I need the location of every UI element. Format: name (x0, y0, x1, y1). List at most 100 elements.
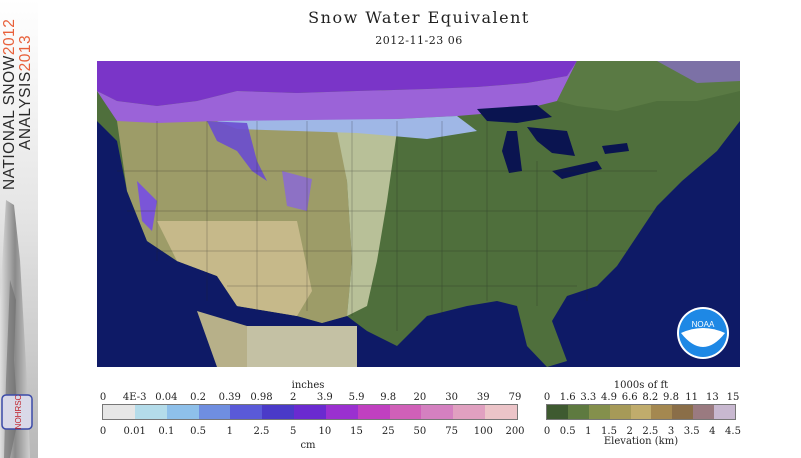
swe-swatch (166, 405, 199, 419)
swe-bottom-tick: 5 (289, 426, 297, 437)
elevation-top-tick: 11 (685, 392, 699, 403)
swe-swatch (389, 405, 422, 419)
swe-swatch (485, 405, 517, 419)
desert-southwest (157, 221, 312, 316)
sidebar-line-1: NATIONAL SNOW2012 (1, 18, 18, 190)
swe-swatch (325, 405, 358, 419)
elevation-bottom-tick: 2.5 (642, 426, 659, 437)
swe-bottom-tick: 0.1 (158, 426, 175, 437)
noaa-logo: NOAA (677, 307, 729, 359)
elevation-bottom-tick: 1 (585, 426, 592, 437)
elevation-bottom-tick: 3.5 (683, 426, 700, 437)
rockies-snow (207, 121, 267, 181)
elevation-top-tick: 3.3 (580, 392, 597, 403)
swe-top-tick: 79 (508, 392, 522, 403)
elevation-swatch (630, 405, 652, 419)
swe-top-tick: 0.04 (155, 392, 178, 403)
swe-bottom-tick: 10 (318, 426, 332, 437)
sidebar-graphic: NOHRSC (0, 0, 38, 458)
sidebar-line-2: ANALYSIS2013 (17, 34, 34, 150)
elevation-top-tick: 0 (543, 392, 551, 403)
swe-top-tick: 0.39 (218, 392, 241, 403)
elevation-top-tick: 8.2 (642, 392, 659, 403)
map-timestamp: 2012-11-23 06 (375, 34, 463, 47)
elevation-bottom-tick: 1.5 (601, 426, 617, 437)
swe-top-tick: 39 (476, 392, 490, 403)
swe-top-tick: 0.98 (250, 392, 273, 403)
swe-bottom-tick: 25 (381, 426, 395, 437)
elevation-top-tick: 13 (705, 392, 719, 403)
sierra-snow (137, 181, 157, 231)
sidebar-branding: NOHRSC NATIONAL SNOW2012 ANALYSIS2013 (0, 0, 38, 458)
swe-top-tick: 3.9 (316, 392, 333, 403)
elevation-swatch (693, 405, 715, 419)
swe-top-tick: 9.8 (380, 392, 397, 403)
swe-unit-cm: cm (300, 440, 316, 451)
swe-top-tick: 30 (445, 392, 458, 403)
state-borders (117, 121, 657, 331)
elevation-swatch (547, 405, 568, 419)
elevation-top-tick: 1.6 (559, 392, 576, 403)
elevation-swatch (588, 405, 610, 419)
swe-swatch (357, 405, 390, 419)
snow-light-band (217, 116, 477, 139)
swe-color-scale (102, 404, 518, 420)
svg-text:NOAA: NOAA (692, 320, 715, 329)
elevation-swatch (714, 405, 736, 419)
svg-text:NOHRSC: NOHRSC (14, 394, 23, 429)
swe-swatch (262, 405, 295, 419)
swe-swatch (198, 405, 231, 419)
swe-top-tick: 0 (99, 392, 107, 403)
elevation-bottom-tick: 0.5 (559, 426, 576, 437)
canada-snow-deep (97, 61, 577, 106)
swe-bottom-tick: 75 (445, 426, 458, 437)
elevation-color-scale (546, 404, 736, 420)
swe-top-tick: 5.9 (348, 392, 365, 403)
elevation-unit-km: Elevation (km) (603, 436, 679, 447)
swe-bottom-tick: 0 (99, 426, 107, 437)
canada-snow (97, 61, 577, 123)
elevation-bottom-tick: 4.5 (725, 426, 741, 437)
swe-unit-inches: inches (291, 380, 325, 391)
swe-swatch (230, 405, 263, 419)
swe-bottom-tick: 50 (413, 426, 427, 437)
swe-top-tick: 2 (289, 392, 297, 403)
elevation-swatch (609, 405, 631, 419)
swe-swatch (453, 405, 486, 419)
swe-top-tick: 20 (413, 392, 427, 403)
elevation-bottom-tick: 0 (543, 426, 551, 437)
colorado-snow (282, 171, 312, 211)
mexico-region (247, 326, 357, 367)
swe-swatch (294, 405, 326, 419)
swe-bottom-tick: 0.01 (123, 426, 146, 437)
elevation-swatch (672, 405, 694, 419)
nohrsc-logo (1, 394, 33, 430)
baja-region (197, 311, 247, 367)
elevation-unit-ft: 1000s of ft (613, 380, 669, 391)
elevation-top-tick: 9.8 (663, 392, 679, 403)
swe-bottom-tick: 1 (226, 426, 233, 437)
great-lakes (477, 105, 629, 179)
elevation-swatch (567, 405, 589, 419)
swe-swatch (103, 405, 135, 419)
elevation-top-tick: 4.9 (601, 392, 617, 403)
swe-swatch (421, 405, 454, 419)
swe-swatch (134, 405, 167, 419)
sidebar-title: NATIONAL SNOW2012 ANALYSIS2013 (1, 0, 36, 190)
swe-bottom-tick: 2.5 (253, 426, 270, 437)
swe-bottom-tick: 15 (350, 426, 363, 437)
swe-top-tick: 0.2 (190, 392, 207, 403)
elevation-bottom-tick: 4 (709, 426, 716, 437)
elevation-swatch (651, 405, 673, 419)
elevation-bottom-tick: 2 (626, 426, 633, 437)
swe-bottom-tick: 0.5 (190, 426, 207, 437)
map-title: Snow Water Equivalent (308, 8, 530, 27)
swe-top-tick: 4E-3 (122, 392, 147, 403)
snow-map[interactable]: NOAA (97, 61, 740, 367)
elevation-top-tick: 15 (726, 392, 740, 403)
elevation-top-tick: 6.6 (621, 392, 638, 403)
quebec-snow (657, 61, 740, 83)
swe-bottom-tick: 100 (473, 426, 493, 437)
elevation-bottom-tick: 3 (667, 426, 675, 437)
swe-bottom-tick: 200 (505, 426, 525, 437)
